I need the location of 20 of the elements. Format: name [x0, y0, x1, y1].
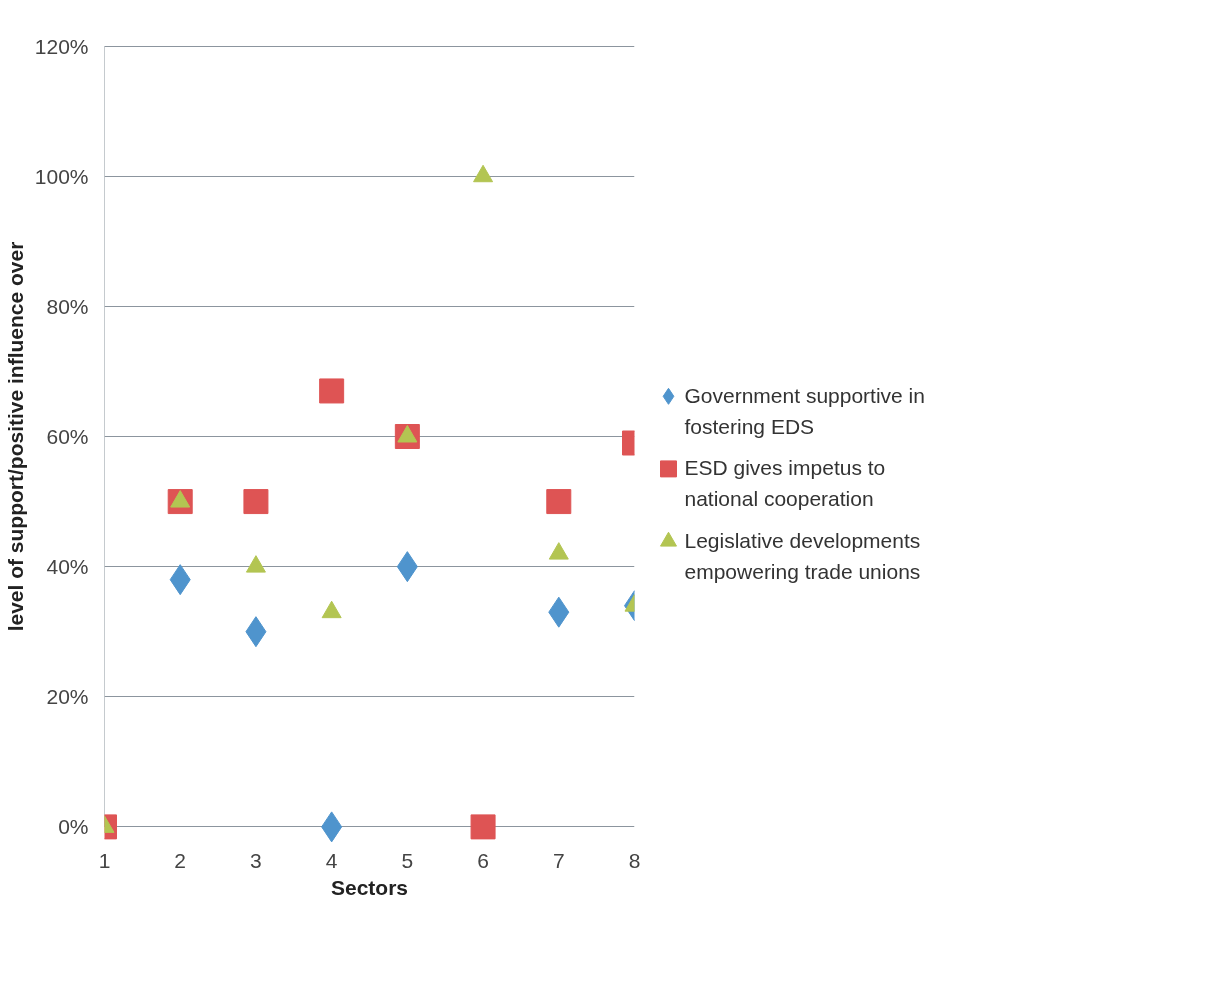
y-axis-title: level of support/positive influence over	[3, 241, 27, 632]
legend-label: Government supportive in fostering EDS	[684, 383, 925, 438]
x-tick-label: 3	[250, 848, 262, 872]
x-tick-label: 1	[98, 848, 111, 872]
legend-label: ESD gives impetus to national cooperation	[684, 456, 886, 511]
y-tick-label: 0%	[58, 815, 89, 839]
legend-label: Legislative developments empowering trade unions	[684, 528, 921, 583]
x-tick-label: 4	[325, 848, 338, 872]
x-tick-label: 2	[174, 848, 187, 872]
y-tick-label: 20%	[46, 685, 89, 709]
x-tick-label: 5	[401, 848, 414, 872]
y-tick-label: 80%	[46, 294, 89, 318]
y-tick-label: 40%	[46, 555, 89, 579]
y-tick-label: 100%	[34, 164, 89, 188]
x-tick-label: 7	[552, 848, 565, 872]
x-axis-title: Sectors	[330, 875, 409, 899]
x-tick-label: 8	[628, 848, 641, 872]
y-tick-label: 60%	[46, 425, 89, 448]
y-tick-label: 120%	[34, 34, 89, 58]
x-tick-label: 6	[477, 848, 489, 872]
